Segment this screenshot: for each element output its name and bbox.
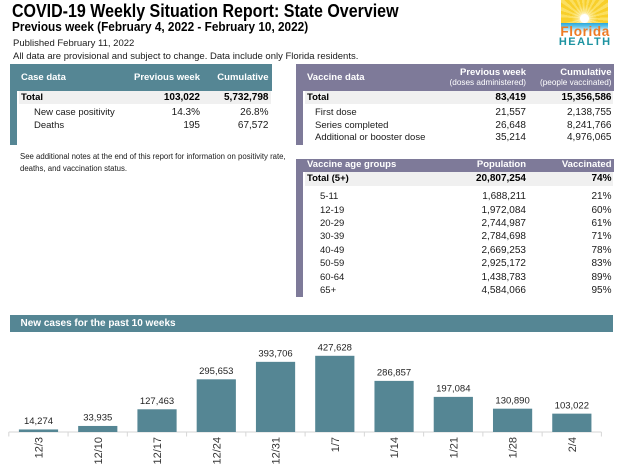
svg-text:393,706: 393,706 [258,349,292,360]
svg-text:127,463: 127,463 [140,396,174,407]
svg-text:286,857: 286,857 [377,368,411,379]
svg-text:33,935: 33,935 [83,413,112,424]
svg-text:130,890: 130,890 [495,395,529,406]
svg-text:2/4: 2/4 [567,437,579,452]
svg-text:12/10: 12/10 [93,437,105,465]
svg-text:1/21: 1/21 [448,437,460,458]
svg-text:12/31: 12/31 [271,437,283,465]
svg-text:12/3: 12/3 [34,437,46,458]
svg-text:1/28: 1/28 [508,437,520,458]
svg-text:103,022: 103,022 [555,400,589,411]
svg-text:1/7: 1/7 [330,437,342,452]
svg-text:197,084: 197,084 [436,384,470,395]
svg-text:295,653: 295,653 [199,366,233,377]
svg-text:14,274: 14,274 [24,416,53,427]
svg-text:427,628: 427,628 [318,343,352,354]
svg-text:12/17: 12/17 [152,437,164,465]
svg-text:1/14: 1/14 [389,437,401,458]
svg-text:12/24: 12/24 [211,437,223,465]
